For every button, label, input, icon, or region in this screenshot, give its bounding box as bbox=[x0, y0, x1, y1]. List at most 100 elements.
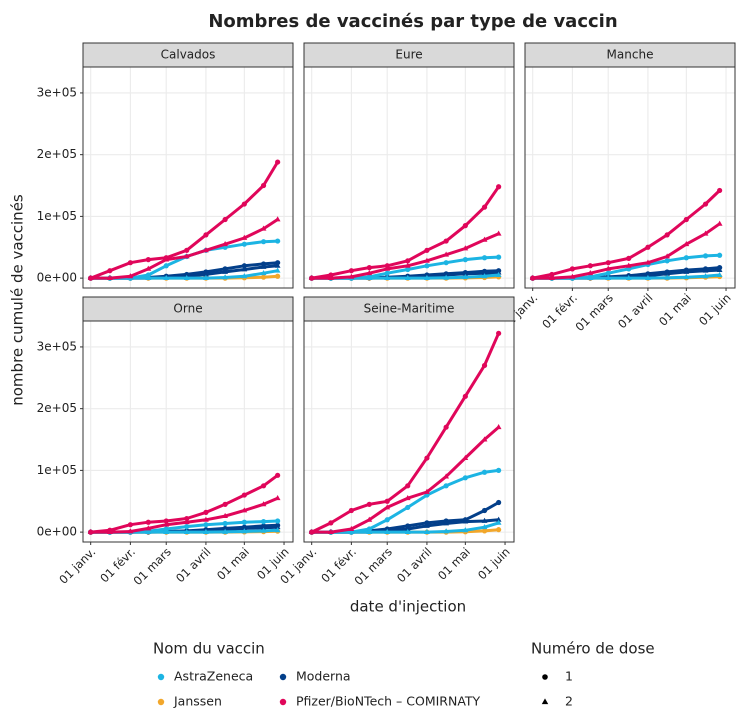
point bbox=[241, 263, 247, 269]
x-tick-label: 01 mai bbox=[656, 291, 694, 329]
point bbox=[275, 273, 281, 279]
point bbox=[275, 518, 281, 524]
strip bbox=[303, 296, 515, 322]
point bbox=[203, 522, 209, 528]
point bbox=[366, 528, 373, 535]
point bbox=[145, 519, 151, 525]
point bbox=[241, 234, 248, 240]
point bbox=[203, 528, 209, 535]
legend-label: AstraZeneca bbox=[174, 669, 253, 684]
point bbox=[384, 528, 391, 535]
point bbox=[587, 274, 594, 281]
point bbox=[241, 492, 247, 498]
point bbox=[664, 274, 671, 280]
point bbox=[424, 522, 430, 528]
point bbox=[443, 251, 450, 257]
point bbox=[481, 255, 488, 261]
point bbox=[443, 274, 450, 280]
point bbox=[462, 393, 468, 399]
point bbox=[443, 483, 449, 489]
legend-swatch bbox=[157, 698, 165, 706]
point bbox=[260, 527, 267, 533]
point bbox=[203, 271, 209, 277]
point bbox=[260, 269, 267, 276]
point bbox=[183, 274, 190, 281]
point bbox=[260, 225, 267, 231]
point bbox=[145, 265, 152, 271]
point bbox=[145, 274, 152, 281]
point bbox=[717, 252, 723, 258]
point bbox=[462, 257, 468, 263]
point bbox=[569, 266, 575, 272]
point bbox=[424, 528, 430, 535]
point bbox=[222, 528, 229, 534]
point bbox=[443, 473, 450, 479]
strip-label: Manche bbox=[607, 48, 654, 62]
point bbox=[88, 275, 94, 281]
point bbox=[443, 528, 450, 534]
point bbox=[683, 240, 690, 247]
point bbox=[183, 528, 190, 535]
point bbox=[241, 273, 248, 279]
point bbox=[275, 472, 281, 478]
point bbox=[481, 269, 488, 276]
point bbox=[549, 274, 555, 281]
y-tick-label: 0e+00 bbox=[37, 525, 77, 539]
point bbox=[462, 454, 469, 460]
y-tick-label: 1e+05 bbox=[37, 209, 77, 223]
point bbox=[462, 475, 468, 481]
legend-label: Moderna bbox=[296, 669, 351, 684]
x-tick-label: 01 avril bbox=[173, 545, 213, 585]
point bbox=[404, 494, 411, 501]
y-tick-label: 2e+05 bbox=[37, 147, 77, 161]
point bbox=[716, 271, 723, 277]
point bbox=[481, 507, 488, 514]
strip-label: Calvados bbox=[161, 48, 216, 62]
point bbox=[348, 528, 355, 535]
y-tick-label: 2e+05 bbox=[37, 401, 77, 415]
x-tick-label: 01 juin bbox=[696, 291, 734, 329]
legend-label: Pfizer/BioNTech – COMIRNATY bbox=[296, 694, 481, 709]
legend-swatch bbox=[542, 674, 548, 680]
point bbox=[203, 232, 209, 238]
point bbox=[241, 241, 247, 247]
point bbox=[424, 274, 430, 281]
point bbox=[462, 245, 469, 251]
point bbox=[462, 223, 468, 229]
point bbox=[462, 273, 469, 280]
strip-label: Seine-Maritime bbox=[364, 302, 455, 316]
x-tick-label: 01 avril bbox=[615, 291, 655, 331]
point bbox=[605, 260, 611, 266]
point bbox=[260, 239, 267, 245]
point bbox=[274, 262, 281, 268]
point bbox=[328, 272, 334, 278]
point bbox=[384, 270, 390, 276]
point bbox=[405, 504, 411, 511]
point bbox=[496, 330, 502, 336]
point bbox=[481, 204, 488, 210]
strip-label: Eure bbox=[395, 48, 422, 62]
point bbox=[163, 528, 170, 535]
point bbox=[605, 265, 612, 271]
point bbox=[184, 515, 190, 522]
point bbox=[366, 274, 373, 281]
point bbox=[495, 516, 502, 522]
point bbox=[275, 159, 281, 165]
point bbox=[241, 525, 248, 531]
point bbox=[481, 523, 488, 530]
point bbox=[145, 525, 152, 531]
x-tick-label: 01 mars bbox=[131, 545, 174, 588]
point bbox=[645, 244, 651, 250]
point bbox=[241, 266, 248, 272]
point bbox=[405, 266, 411, 273]
point bbox=[625, 262, 632, 268]
point bbox=[384, 263, 390, 269]
point bbox=[348, 525, 355, 531]
point bbox=[309, 275, 315, 281]
y-tick-label: 3e+05 bbox=[37, 85, 77, 99]
point bbox=[241, 507, 248, 513]
point bbox=[702, 267, 709, 273]
point bbox=[683, 273, 690, 280]
point bbox=[645, 274, 651, 281]
point bbox=[443, 424, 449, 430]
